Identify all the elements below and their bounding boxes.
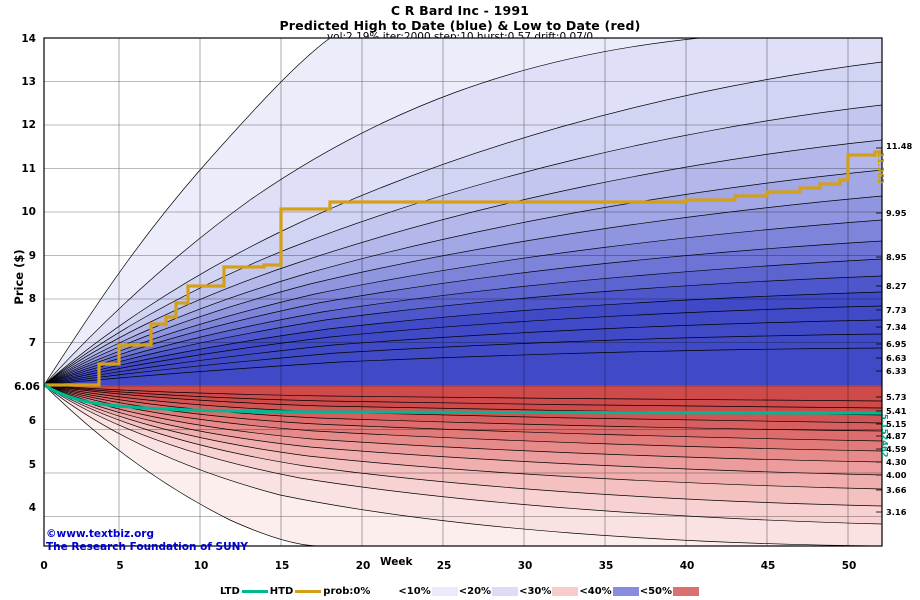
x-tick: 15 — [274, 560, 290, 572]
watermark: ©www.textbiz.org The Research Foundation… — [46, 528, 248, 554]
right-label-price: 5.41 — [886, 406, 907, 416]
right-tick-marks — [876, 147, 882, 513]
y-tick: 4 — [28, 502, 36, 514]
series-htd — [44, 150, 882, 387]
y-tick: 6 — [28, 415, 36, 427]
chart-legend: LTD HTD prob:0% <10% <20% <30% <40% <50% — [0, 586, 920, 598]
legend-label-p30: <30% — [519, 586, 552, 597]
right-label-price: 4.59 — [886, 444, 907, 454]
x-tick: 40 — [679, 560, 695, 572]
contour-lines — [44, 38, 882, 546]
right-label-price: 9.95 — [886, 208, 907, 218]
gridlines — [44, 38, 882, 546]
right-label-price: 4.87 — [886, 431, 907, 441]
axis-frame — [43, 37, 883, 547]
legend-swatch-prob0 — [371, 587, 398, 596]
y-tick: 9 — [28, 250, 36, 262]
legend-swatch-p30 — [552, 587, 579, 596]
legend-label-htd: HTD — [269, 586, 294, 597]
x-tick: 50 — [841, 560, 857, 572]
legend-label-p40: <40% — [579, 586, 612, 597]
y-tick: 13 — [21, 76, 36, 88]
y-tick: 7 — [28, 337, 36, 349]
right-label-price: 3.16 — [886, 507, 907, 517]
x-tick: 5 — [116, 560, 124, 572]
legend-label-p50: <50% — [639, 586, 673, 597]
right-label-price: 6.95 — [886, 339, 907, 349]
watermark-line2: The Research Foundation of SUNY — [46, 541, 249, 553]
y-tick: 14 — [21, 33, 36, 45]
y-tick: 11 — [21, 163, 36, 175]
watermark-line1: ©www.textbiz.org — [46, 528, 154, 540]
right-label-price: 11.48 — [886, 141, 913, 151]
series-ltd — [44, 383, 882, 415]
y-tick: 5 — [28, 459, 36, 471]
right-label-price: 6.33 — [886, 366, 907, 376]
right-label-price: 4.30 — [886, 457, 907, 467]
legend-swatch-ltd — [241, 590, 268, 593]
legend-swatch-p50 — [673, 587, 700, 596]
y-tick: 12 — [21, 119, 36, 131]
x-tick: 45 — [760, 560, 776, 572]
chart-subtitle: Predicted High to Date (blue) & Low to D… — [279, 18, 641, 33]
y-tick: 10 — [21, 206, 36, 218]
right-label-htd: 11.362 — [876, 152, 886, 184]
legend-label-ltd: LTD — [219, 586, 240, 597]
legend-label-p20: <20% — [458, 586, 492, 597]
x-tick: 25 — [436, 560, 452, 572]
right-label-price: 7.34 — [886, 322, 907, 332]
x-axis-label: Week — [380, 556, 413, 568]
legend-swatch-htd — [295, 590, 322, 593]
right-label-price: 5.73 — [886, 392, 907, 402]
x-tick: 10 — [193, 560, 209, 572]
right-label-price: 3.66 — [886, 485, 907, 495]
x-tick: 20 — [355, 560, 371, 572]
right-label-price: 8.27 — [886, 281, 907, 291]
y-tick: 8 — [28, 293, 36, 305]
right-label-price: 8.95 — [886, 252, 907, 262]
legend-swatch-p20 — [492, 587, 519, 596]
x-tick: 30 — [517, 560, 533, 572]
x-tick: 0 — [40, 560, 48, 572]
legend-swatch-p40 — [612, 587, 639, 596]
right-label-price: 5.15 — [886, 419, 907, 429]
right-label-price: 4.00 — [886, 470, 907, 480]
band-low-50 — [44, 385, 882, 415]
right-label-price: 7.73 — [886, 305, 907, 315]
band-high-50 — [44, 292, 882, 385]
chart-title: C R Bard Inc - 1991 — [390, 3, 530, 18]
right-label-price: 6.63 — [886, 353, 907, 363]
x-tick: 35 — [598, 560, 614, 572]
y-tick-start-price: 6.06 — [14, 381, 40, 393]
legend-label-prob0: prob:0% — [323, 586, 371, 597]
legend-swatch-p10 — [431, 587, 458, 596]
legend-label-p10: <10% — [398, 586, 431, 597]
